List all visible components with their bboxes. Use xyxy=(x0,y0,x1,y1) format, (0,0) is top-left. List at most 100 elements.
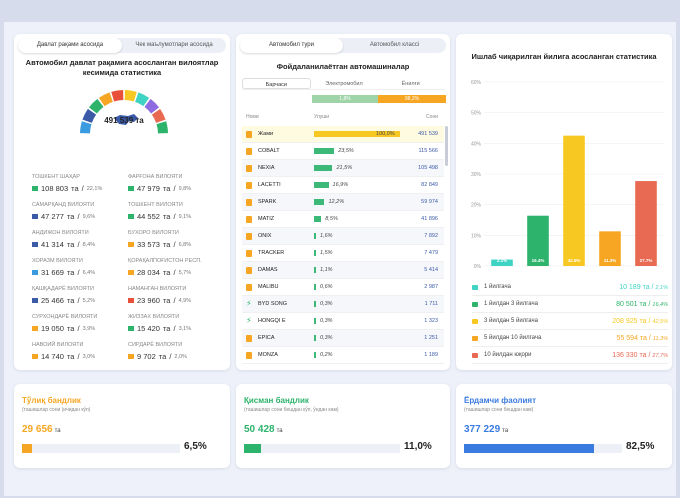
legend-value-group: 80 501 та / 16,4% xyxy=(616,301,668,308)
region-color-square xyxy=(32,298,38,303)
year-legend-item[interactable]: 1 йилдан 3 йилгача 80 501 та / 16,4% xyxy=(472,299,668,313)
region-item[interactable]: НАВОИЙ ВИЛОЯТИ 14 740 та / 3,0% xyxy=(32,342,124,370)
year-legend-item[interactable]: 10 йилдан юқори 136 330 та / 27,7% xyxy=(472,350,668,364)
dashboard-frame: Давлат рақами асосида Чек маълумотлари а… xyxy=(4,22,676,496)
region-item[interactable]: ЖИЗЗАХ ВИЛОЯТИ 15 420 та / 3,1% xyxy=(128,314,220,342)
car-share-bar xyxy=(314,267,316,273)
region-value: 47 277 xyxy=(41,212,64,221)
year-legend-item[interactable]: 5 йилдан 10 йилгача 55 594 та / 11,3% xyxy=(472,333,668,347)
year-bar[interactable] xyxy=(599,231,621,266)
tab-electro[interactable]: Электромобил xyxy=(325,81,363,87)
car-name: HONGQI E xyxy=(258,318,286,324)
fuel-pump-icon xyxy=(246,182,252,189)
region-pct: 5,7% xyxy=(178,269,192,276)
region-item[interactable]: СИРДАРЁ ВИЛОЯТИ 9 702 та / 2,0% xyxy=(128,342,220,370)
car-row[interactable]: TRACKER 1,5% 7 479 xyxy=(242,245,444,262)
region-pct: 5,2% xyxy=(82,297,96,304)
region-item[interactable]: АНДИЖОН ВИЛОЯТИ 41 314 та / 8,4% xyxy=(32,230,124,258)
car-name: EPICA xyxy=(258,335,275,341)
year-legend-item[interactable]: 3 йилдан 5 йилгача 208 925 та / 42,5% xyxy=(472,316,668,330)
region-pct: 6,8% xyxy=(178,241,192,248)
car-name: SPARK xyxy=(258,199,277,205)
car-share-bar xyxy=(314,250,316,256)
tab-car-class[interactable]: Автомобил классi xyxy=(369,42,420,48)
tab-fuel[interactable]: Ёнилғи xyxy=(401,81,420,87)
region-color-square xyxy=(128,270,134,275)
region-item[interactable]: ФАРҒОНА ВИЛОЯТИ 47 979 та / 9,8% xyxy=(128,174,220,202)
lightning-icon: ⚡ xyxy=(246,299,252,308)
tab-all[interactable]: Барчаси xyxy=(242,78,311,89)
year-bar-chart: 0% 10% 20% 30% 40% 50% 60% 2.1% 16.4% 42.5% 11.3% 2… xyxy=(471,80,664,270)
fuel-pump-icon xyxy=(246,233,252,240)
car-row[interactable]: EPICA 0,3% 1 251 xyxy=(242,330,444,347)
car-row[interactable]: DAMAS 1,1% 5 414 xyxy=(242,262,444,279)
legend-color-dot xyxy=(472,302,478,307)
legend-separator: / xyxy=(648,318,651,325)
car-count: 491 539 xyxy=(418,131,438,137)
card-title: Ёрдамчи фаолият xyxy=(464,396,536,405)
car-count: 41 896 xyxy=(421,216,438,222)
region-pct: 3,9% xyxy=(82,325,96,332)
region-item[interactable]: ҚОРАҚАЛПОҒИСТОН РЕСП. 28 034 та / 5,7% xyxy=(128,258,220,286)
car-row[interactable]: COBALT 23,5% 115 566 xyxy=(242,143,444,160)
region-item[interactable]: ХОРАЗМ ВИЛОЯТИ 31 669 та / 6,4% xyxy=(32,258,124,286)
car-row[interactable]: MALIBU 0,6% 2 987 xyxy=(242,279,444,296)
car-count: 1 711 xyxy=(424,301,438,307)
year-bar[interactable] xyxy=(527,215,549,266)
card-progress-track xyxy=(244,444,400,453)
car-row[interactable]: Жами 100,0% 491 539 xyxy=(242,126,444,143)
region-item[interactable]: НАМАНГАН ВИЛОЯТИ 23 960 та / 4,9% xyxy=(128,286,220,314)
bar-value-label: 11.3% xyxy=(604,258,617,263)
car-share: 1,5% xyxy=(320,250,333,256)
y-tick-label: 60% xyxy=(471,80,482,86)
region-color-square xyxy=(128,242,134,247)
car-row[interactable]: ⚡ HONGQI E 0,3% 1 323 xyxy=(242,313,444,330)
car-row[interactable]: LACETTI 16,9% 82 849 xyxy=(242,177,444,194)
car-share-bar xyxy=(314,182,329,188)
tab-plate-number[interactable]: Давлат рақами асосида xyxy=(18,38,122,53)
region-unit: та xyxy=(66,268,75,277)
car-name: Жами xyxy=(258,131,274,137)
region-item[interactable]: СУРХОНДАРЁ ВИЛОЯТИ 19 050 та / 3,9% xyxy=(32,314,124,342)
region-item[interactable]: БУХОРО ВИЛОЯТИ 33 573 та / 6,8% xyxy=(128,230,220,258)
car-name: MALIBU xyxy=(258,284,279,290)
legend-label: 1 йилгача xyxy=(484,284,511,290)
card-value: 50 428 та xyxy=(244,424,283,435)
region-item[interactable]: ТОШКЕНТ ВИЛОЯТИ 44 552 та / 9,1% xyxy=(128,202,220,230)
region-item[interactable]: ТОШКЕНТ ШАҲАР 108 803 та / 22,1% xyxy=(32,174,124,202)
car-row[interactable]: SPARK 12,2% 59 974 xyxy=(242,194,444,211)
car-row[interactable]: NEXIA 21,5% 105 498 xyxy=(242,160,444,177)
legend-unit: та xyxy=(639,318,647,325)
region-color-square xyxy=(128,354,134,359)
tab-car-type[interactable]: Автомобил тури xyxy=(240,38,343,53)
tab-receipt-data[interactable]: Чек маълумотлари асосида xyxy=(135,42,213,48)
year-bar[interactable] xyxy=(491,259,513,266)
col-count: Сони xyxy=(426,114,438,120)
car-type-toggle: Автомобил тури Автомобил классi xyxy=(240,38,446,53)
year-bar[interactable] xyxy=(635,181,657,266)
region-pct: 3,1% xyxy=(178,325,192,332)
region-unit: та xyxy=(66,324,75,333)
region-separator: / xyxy=(173,184,176,193)
region-color-square xyxy=(32,214,38,219)
region-item[interactable]: САМАРҚАНД ВИЛОЯТИ 47 277 та / 9,6% xyxy=(32,202,124,230)
car-row[interactable]: MONZA 0,2% 1 189 xyxy=(242,347,444,364)
car-row[interactable]: MATIZ 8,5% 41 896 xyxy=(242,211,444,228)
legend-unit: та xyxy=(639,335,647,342)
legend-unit: та xyxy=(639,301,647,308)
year-panel-title: Ишлаб чиқарилган йилига асосланган стати… xyxy=(471,52,657,61)
region-stats-panel: Давлат рақами асосида Чек маълумотлари а… xyxy=(14,34,230,370)
table-scrollbar[interactable] xyxy=(445,126,448,166)
year-bar[interactable] xyxy=(563,135,585,266)
legend-value: 208 925 xyxy=(612,318,638,325)
legend-separator: / xyxy=(648,335,651,342)
legend-pct: 16,4% xyxy=(652,302,668,308)
car-name: ONIX xyxy=(258,233,272,239)
car-share-bar xyxy=(314,335,316,341)
car-row[interactable]: ⚡ BYD SONG 0,3% 1 711 xyxy=(242,296,444,313)
year-legend-item[interactable]: 1 йилгача 10 189 та / 2,1% xyxy=(472,282,668,296)
car-row[interactable]: ONIX 1,6% 7 892 xyxy=(242,228,444,245)
region-unit: та xyxy=(162,184,171,193)
region-item[interactable]: ҚАШҚАДАРЁ ВИЛОЯТИ 25 466 та / 5,2% xyxy=(32,286,124,314)
legend-label: 3 йилдан 5 йилгача xyxy=(484,318,538,324)
